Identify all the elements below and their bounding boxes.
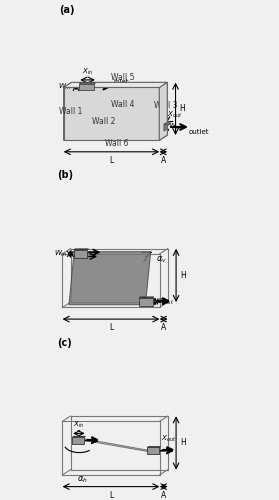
Text: H: H (180, 438, 186, 448)
Text: Wall 2: Wall 2 (92, 118, 116, 126)
Text: A: A (161, 491, 166, 500)
Text: L: L (109, 324, 113, 332)
Polygon shape (74, 249, 89, 250)
Text: inlet: inlet (113, 79, 128, 85)
Polygon shape (164, 123, 166, 131)
Polygon shape (164, 123, 171, 124)
Text: Wall 5: Wall 5 (111, 73, 134, 82)
Text: A: A (161, 156, 166, 165)
Text: Wall 6: Wall 6 (105, 139, 128, 148)
Text: (c): (c) (57, 338, 72, 347)
Text: $X_{in}$: $X_{in}$ (82, 66, 93, 76)
Text: $X_{out}$: $X_{out}$ (161, 434, 176, 444)
Text: $X_{in}$: $X_{in}$ (73, 420, 85, 430)
Text: Wall 4: Wall 4 (111, 100, 135, 110)
Polygon shape (139, 298, 153, 306)
Text: $W_{in}$: $W_{in}$ (58, 82, 71, 92)
Text: L: L (109, 156, 114, 165)
Polygon shape (64, 88, 159, 140)
Text: A: A (161, 324, 166, 332)
Text: $W_{out}$: $W_{out}$ (168, 122, 186, 132)
Polygon shape (74, 250, 87, 258)
Text: $\alpha_v$: $\alpha_v$ (156, 254, 167, 265)
Polygon shape (74, 438, 159, 452)
Polygon shape (72, 436, 86, 437)
Polygon shape (64, 135, 167, 140)
Polygon shape (69, 252, 151, 305)
Polygon shape (64, 82, 72, 140)
Text: H: H (180, 271, 186, 280)
Text: $X_{out}$: $X_{out}$ (167, 110, 183, 120)
Text: H: H (180, 104, 186, 114)
Polygon shape (72, 437, 84, 444)
Text: $W_{out}$: $W_{out}$ (157, 296, 174, 306)
Text: Wall 1: Wall 1 (59, 107, 83, 116)
Polygon shape (79, 84, 94, 90)
Polygon shape (139, 297, 154, 298)
Polygon shape (72, 82, 167, 135)
Text: L: L (109, 491, 113, 500)
Polygon shape (79, 82, 96, 84)
Text: $\alpha_h$: $\alpha_h$ (77, 474, 88, 485)
Text: outlet: outlet (189, 128, 210, 134)
Text: Wall 3: Wall 3 (154, 102, 177, 110)
Polygon shape (147, 448, 159, 454)
Polygon shape (147, 446, 160, 448)
Text: (a): (a) (59, 5, 74, 15)
Polygon shape (159, 82, 167, 140)
Text: $W_{in}$: $W_{in}$ (54, 249, 67, 259)
Polygon shape (64, 82, 167, 87)
Text: (b): (b) (57, 170, 74, 180)
